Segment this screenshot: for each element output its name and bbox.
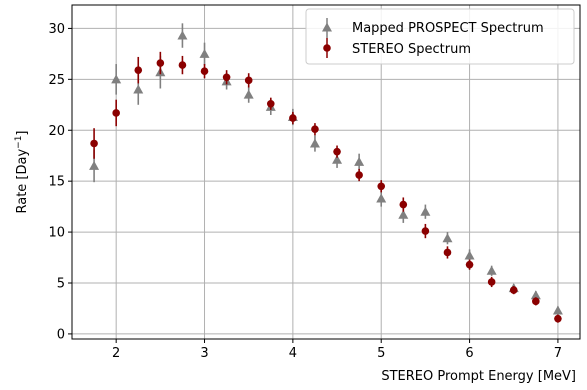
y-axis-label-close: ] [15,130,30,135]
data-point [377,182,386,191]
x-tick-label: 4 [289,346,297,361]
x-tick-label: 5 [377,346,385,361]
y-tick-label: 5 [57,276,65,291]
plot-frame [71,4,581,340]
y-tick-label: 30 [48,22,65,37]
data-point [530,290,541,300]
data-point [309,138,320,148]
data-point [222,73,231,82]
y-tick-label: 15 [48,175,65,190]
x-axis-label: STEREO Prompt Energy [MeV] [381,369,576,384]
x-tick-label: 2 [112,346,120,361]
y-tick-label: 25 [48,73,65,88]
grid [72,5,580,339]
data-point [442,233,453,243]
data-point [177,30,188,40]
legend-marker-stereo [323,38,331,58]
data-point [465,260,474,269]
data-point [399,200,408,209]
data-point [156,59,165,67]
data-point [333,147,341,156]
data-point [332,154,343,164]
y-axis-label-main: Rate [Day [15,149,30,214]
data-point [532,297,540,306]
y-axis-label: Rate [Day−1] [14,130,30,213]
data-point [355,171,363,179]
data-point [398,209,409,219]
data-points [89,23,563,323]
x-tick-label: 3 [200,346,208,361]
data-point [243,89,254,99]
data-point [354,156,365,166]
data-point [487,278,496,286]
legend: Mapped PROSPECT Spectrum STEREO Spectrum [305,8,575,65]
y-tick-label: 0 [57,327,65,342]
data-point [199,48,210,58]
data-point [90,139,98,148]
data-point [133,84,144,94]
data-point [244,76,253,85]
data-point [509,286,518,294]
y-tick-label: 20 [48,124,65,139]
legend-label-prospect: Mapped PROSPECT Spectrum [352,21,544,36]
axis-ticks: 2 3 4 5 6 7 0 5 10 15 20 25 30 [48,22,562,361]
data-point [289,114,297,122]
legend-label-stereo: STEREO Spectrum [352,42,471,57]
y-axis-label-sup: −1 [14,136,24,149]
data-point [464,250,475,260]
data-point [420,206,431,216]
series-stereo [90,51,562,323]
x-tick-label: 6 [465,346,473,361]
data-point [134,66,143,74]
legend-marker-prospect [322,18,332,38]
data-point [554,314,562,323]
data-point [178,61,187,69]
data-point [443,248,452,257]
y-tick-label: 10 [48,226,65,241]
data-point [112,109,120,117]
data-point [376,193,387,203]
data-point [266,99,275,108]
data-point [200,67,209,75]
data-point [486,265,497,275]
data-point [89,160,100,170]
x-tick-label: 7 [554,346,562,361]
data-point [111,74,122,84]
legend-box [305,8,575,65]
data-point [552,305,563,315]
data-point [421,227,430,235]
data-point [311,125,319,134]
